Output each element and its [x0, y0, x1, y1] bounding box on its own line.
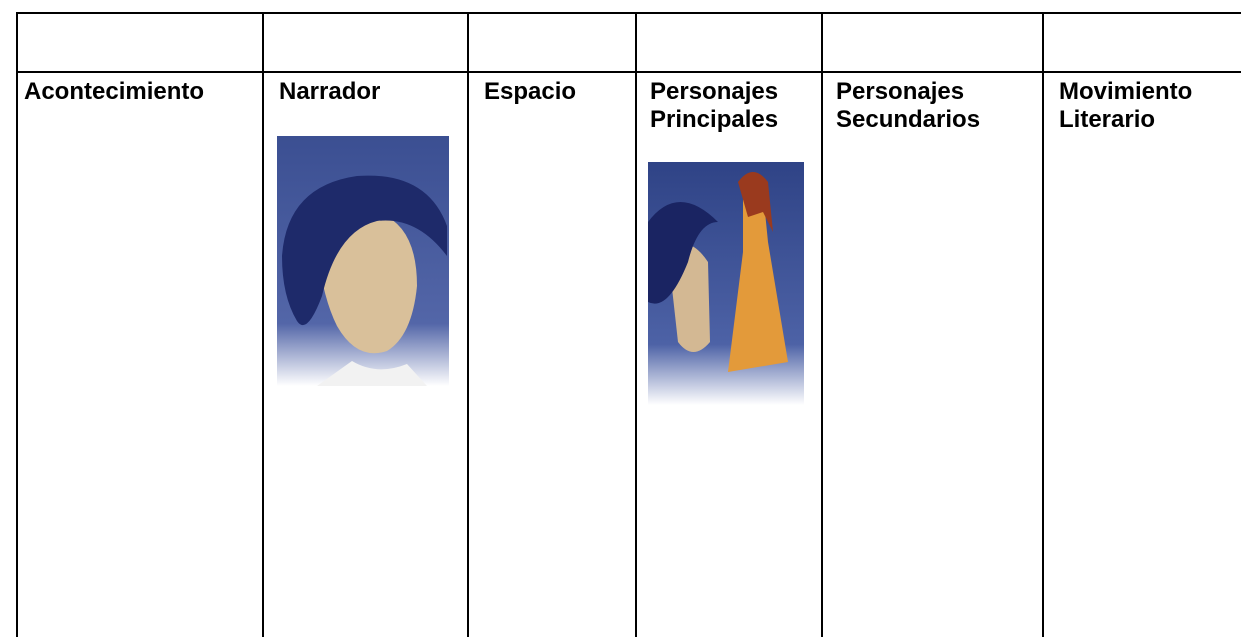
column-header: Narrador: [279, 78, 381, 105]
column-line: [16, 12, 18, 637]
column-header: Movimiento Literario: [1059, 78, 1193, 133]
principal-characters-illustration: [648, 162, 804, 405]
column-header: Personajes Principales: [650, 78, 779, 133]
column-header: Personajes Secundarios: [836, 78, 981, 133]
table-border: [16, 12, 1241, 14]
row-line: [16, 71, 1241, 73]
column-line: [1042, 12, 1044, 637]
column-line: [262, 12, 264, 637]
column-line: [821, 12, 823, 637]
column-line: [467, 12, 469, 637]
column-line: [635, 12, 637, 637]
narrator-illustration: [277, 136, 449, 386]
column-header: Acontecimiento: [24, 78, 205, 105]
column-header: Espacio: [484, 78, 577, 105]
